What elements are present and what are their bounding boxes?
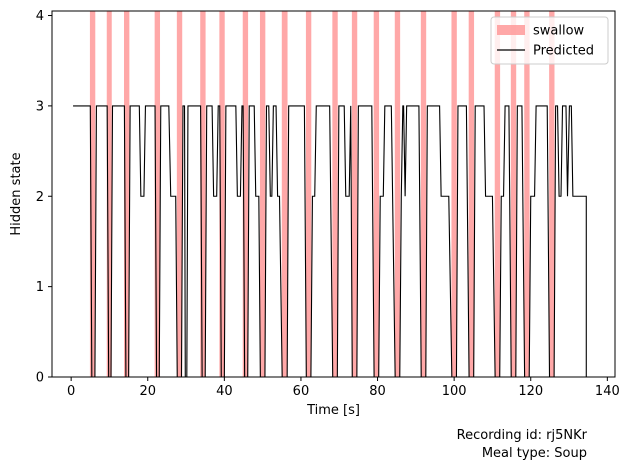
swallow-intervals [89,11,555,377]
swallow-interval-15 [420,11,427,377]
swallow-interval-20 [524,11,530,377]
swallow-interval-18 [494,11,501,377]
y-tick-label-4: 4 [36,9,44,24]
y-tick-label-1: 1 [36,280,44,295]
y-tick-label-2: 2 [36,190,44,205]
recording-id-note: Recording id: rj5NKr [457,428,588,443]
swallow-interval-2 [124,11,130,377]
swallow-interval-6 [219,11,225,377]
legend-label-predicted: Predicted [533,44,594,59]
swallow-interval-5 [200,11,206,377]
swallow-interval-4 [176,11,183,377]
swallow-interval-21 [549,11,555,377]
swallow-interval-3 [154,11,161,377]
y-tick-label-3: 3 [36,99,44,114]
swallow-interval-9 [281,11,288,377]
x-tick-label-6: 120 [518,384,543,399]
plot-area [51,10,616,378]
swallow-interval-14 [394,11,401,377]
y-axis-label: Hidden state [9,152,24,235]
swallow-interval-8 [259,11,266,377]
x-tick-label-7: 140 [595,384,620,399]
swallow-interval-17 [468,11,475,377]
x-tick-label-5: 100 [442,384,467,399]
swallow-interval-19 [510,11,517,377]
swallow-interval-12 [351,11,358,377]
legend-label-swallow: swallow [533,24,585,39]
x-tick-label-4: 80 [369,384,386,399]
x-axis-label: Time [s] [306,403,360,418]
x-axis: 0 20 40 60 80 100 120 140 [67,377,620,399]
predicted-series [73,105,587,377]
swallow-interval-10 [305,11,312,377]
swallow-interval-11 [332,11,338,377]
y-tick-label-0: 0 [36,371,44,386]
swallow-interval-7 [242,11,249,377]
swallow-interval-0 [89,11,96,377]
predicted-line [73,105,587,377]
x-tick-label-3: 60 [293,384,310,399]
legend: swallow Predicted [490,16,609,65]
swallow-interval-16 [451,11,457,377]
meal-type-note: Meal type: Soup [482,446,587,461]
y-axis: 0 1 2 3 4 [36,9,52,386]
x-tick-label-0: 0 [67,384,75,399]
legend-swatch-swallow [497,25,525,35]
swallow-interval-13 [373,11,380,377]
x-tick-label-1: 20 [139,384,156,399]
swallow-interval-1 [106,11,112,377]
x-tick-label-2: 40 [216,384,233,399]
